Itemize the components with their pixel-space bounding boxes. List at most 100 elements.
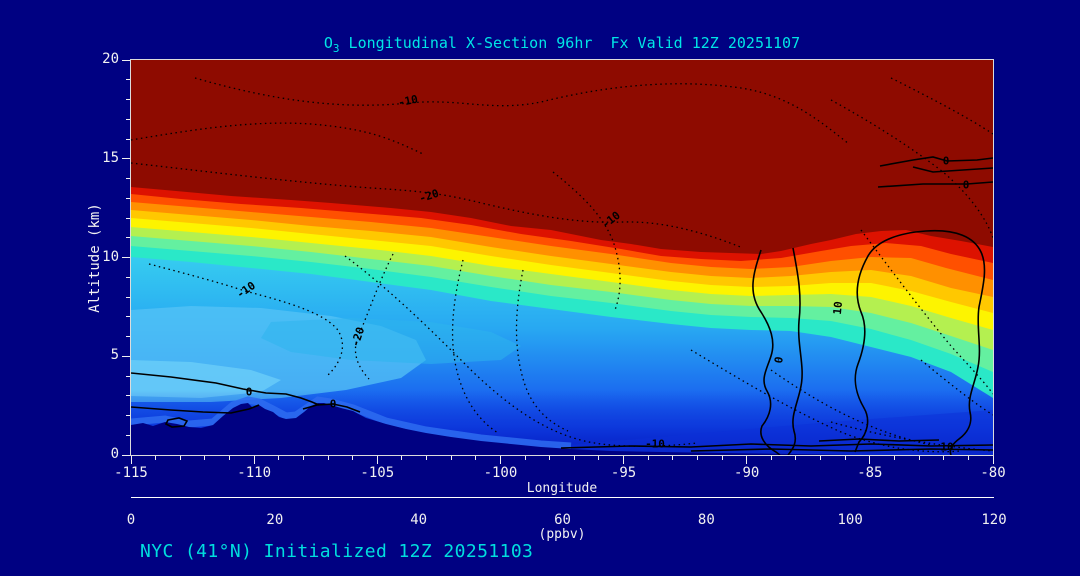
x-minor-tick	[721, 456, 723, 460]
contour-solid-sliver	[879, 156, 993, 167]
colorbar	[131, 497, 994, 509]
contour-solid-flat	[690, 448, 993, 452]
x-minor-tick	[844, 456, 846, 460]
x-minor-tick	[302, 456, 304, 460]
contour-solid-flat	[560, 443, 993, 449]
y-minor-tick	[126, 237, 130, 239]
x-minor-tick	[450, 456, 452, 460]
x-major-tick	[746, 456, 748, 464]
contour-dotted	[451, 259, 499, 434]
y-major-tick	[122, 355, 130, 357]
contour-solid-loop	[854, 229, 986, 455]
contour-label: 0	[962, 178, 970, 192]
y-major-tick	[122, 454, 130, 456]
x-major-tick	[992, 456, 994, 464]
y-minor-tick	[126, 99, 130, 100]
stratosphere-darkred	[131, 60, 993, 254]
title-species: O	[323, 34, 333, 52]
contour-label: 0	[329, 397, 337, 411]
terrain-silhouette	[131, 403, 993, 455]
terrain-edge-glow	[131, 396, 572, 450]
y-tick-label: 0	[110, 446, 119, 462]
contour-solid-zero	[131, 404, 260, 414]
x-major-tick	[253, 456, 255, 464]
y-minor-tick	[126, 138, 130, 140]
y-tick-label: 15	[102, 149, 119, 166]
x-minor-tick	[352, 456, 354, 460]
x-major-tick	[869, 456, 871, 464]
x-minor-tick	[426, 456, 428, 460]
x-tick-label: -80	[980, 465, 1006, 481]
colorbar-tick-label: 0	[126, 512, 136, 528]
y-minor-tick	[126, 316, 130, 318]
x-minor-tick	[155, 456, 157, 460]
contour-dotted	[860, 229, 993, 395]
x-tick-label: -105	[360, 465, 395, 481]
init-caption: NYC (41°N) Initialized 12Z 20251103	[140, 541, 534, 562]
y-minor-tick	[126, 434, 130, 436]
contour-label: 10	[830, 300, 846, 316]
x-tick-label: -95	[610, 465, 637, 481]
x-minor-tick	[820, 456, 822, 460]
y-tick-label: 20	[102, 51, 119, 67]
contour-field	[131, 60, 993, 455]
x-minor-tick	[549, 456, 551, 460]
colorbar-tick-label: 80	[697, 512, 715, 528]
contour-dotted	[354, 253, 394, 380]
y-minor-tick	[126, 415, 130, 416]
colorbar-tick-label: 120	[981, 512, 1007, 528]
title-species-subscript: 3	[332, 42, 340, 55]
colorbar-tick-label: 40	[410, 512, 428, 528]
contour-solid-sliver	[912, 166, 993, 173]
contour-solid-zero	[131, 372, 320, 406]
contour-solid-zero	[302, 403, 361, 413]
x-major-tick	[376, 456, 378, 464]
contour-label: 0	[245, 385, 253, 399]
contour-solid-zigzag	[787, 247, 803, 455]
x-minor-tick	[475, 456, 477, 460]
colorbar-unit: (ppbv)	[538, 527, 586, 542]
x-major-tick	[623, 456, 625, 464]
y-minor-tick	[126, 336, 130, 337]
y-minor-tick	[126, 79, 130, 81]
contour-dotted	[920, 359, 993, 416]
x-minor-tick	[598, 456, 600, 460]
x-minor-tick	[179, 456, 181, 460]
y-tick-label: 10	[102, 248, 119, 265]
x-tick-label: -110	[237, 465, 271, 481]
y-minor-tick	[126, 296, 130, 298]
chart-title: O3 Longitudinal X-Section 96hr Fx Valid …	[131, 34, 993, 55]
contour-label: -10	[645, 437, 665, 451]
y-minor-tick	[126, 395, 130, 397]
title-text: Longitudinal X-Section 96hr Fx Valid 12Z…	[339, 34, 801, 52]
x-minor-tick	[229, 456, 230, 460]
contour-label: 0	[942, 154, 950, 168]
x-minor-tick	[401, 456, 403, 460]
x-minor-tick	[918, 456, 920, 460]
x-tick-label: -85	[857, 465, 883, 481]
x-minor-tick	[672, 456, 674, 460]
y-minor-tick	[126, 217, 130, 219]
x-tick-label: -115	[114, 465, 148, 481]
x-minor-tick	[278, 456, 280, 460]
x-axis-label: Longitude	[526, 481, 598, 496]
y-minor-tick	[126, 375, 130, 377]
x-major-tick	[130, 456, 132, 464]
x-minor-tick	[524, 456, 526, 460]
x-minor-tick	[573, 456, 575, 460]
midblue-pocket	[261, 318, 521, 364]
plot-area	[130, 59, 994, 456]
y-tick-label: 5	[110, 347, 119, 364]
colorbar-tick-label: 100	[837, 512, 863, 528]
contour-solid-flat	[818, 438, 940, 442]
x-tick-label: -100	[483, 465, 518, 481]
x-minor-tick	[770, 456, 772, 460]
contour-label: 10	[940, 440, 954, 454]
y-major-tick	[122, 59, 130, 61]
y-minor-tick	[126, 178, 130, 179]
x-minor-tick	[647, 456, 649, 460]
contour-solid-zigzag	[752, 249, 781, 455]
x-minor-tick	[943, 456, 945, 460]
contour-solid-island	[164, 417, 189, 428]
